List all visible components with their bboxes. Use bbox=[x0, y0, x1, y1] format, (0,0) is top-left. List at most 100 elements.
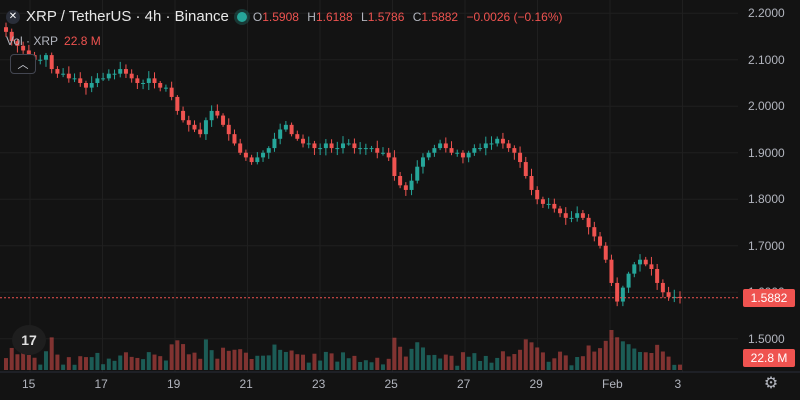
price-axis-tick: 1.9000 bbox=[748, 145, 785, 160]
volume-bar bbox=[518, 349, 523, 370]
volume-bar bbox=[255, 355, 260, 370]
volume-bar bbox=[455, 365, 460, 370]
volume-bar bbox=[678, 364, 682, 370]
volume-bar bbox=[9, 347, 14, 370]
time-axis-tick: 17 bbox=[94, 377, 108, 391]
tradingview-logo[interactable]: 17 bbox=[12, 325, 46, 355]
candle-body bbox=[232, 134, 237, 144]
candle-body bbox=[643, 259, 648, 265]
volume-bar bbox=[609, 330, 614, 370]
candle-body bbox=[295, 134, 300, 139]
volume-bar bbox=[26, 355, 31, 370]
candle-body bbox=[186, 120, 191, 125]
volume-bar bbox=[289, 350, 294, 370]
candle-body bbox=[380, 152, 385, 154]
volume-bar bbox=[146, 352, 151, 370]
volume-bar bbox=[666, 356, 671, 370]
open-label: O bbox=[252, 9, 263, 24]
volume-bar bbox=[226, 350, 231, 370]
volume-bar bbox=[506, 356, 511, 370]
volume-bar bbox=[83, 357, 88, 370]
candle-body bbox=[472, 148, 477, 153]
volume-bar bbox=[586, 345, 591, 370]
volume-bar bbox=[43, 351, 48, 370]
candle-body bbox=[209, 110, 214, 121]
candle-body bbox=[95, 78, 100, 83]
candle-body bbox=[660, 282, 665, 293]
time-axis-tick: 21 bbox=[239, 377, 253, 391]
volume-bar bbox=[49, 337, 54, 370]
change-value: −0.0026 (−0.16%) bbox=[466, 9, 563, 24]
candle-body bbox=[203, 120, 208, 135]
candle-body bbox=[415, 166, 420, 181]
candle-body bbox=[478, 148, 483, 150]
volume-bar bbox=[449, 355, 454, 370]
candle-body bbox=[306, 143, 311, 145]
volume-bar bbox=[398, 346, 403, 370]
candle-body bbox=[221, 115, 226, 125]
candle-body bbox=[198, 129, 203, 135]
candle-body bbox=[363, 148, 368, 150]
candle-body bbox=[163, 87, 168, 89]
volume-bar bbox=[123, 352, 128, 370]
volume-bar bbox=[655, 344, 660, 370]
volume-bar bbox=[329, 353, 334, 370]
volume-bar bbox=[592, 351, 597, 370]
candle-body bbox=[552, 203, 557, 209]
volume-bar bbox=[346, 358, 351, 370]
candle-body bbox=[238, 143, 243, 153]
candle-body bbox=[369, 148, 374, 150]
volume-bar bbox=[4, 358, 8, 370]
open-value: 1.5908 bbox=[262, 9, 299, 24]
candle-body bbox=[283, 124, 288, 130]
time-axis-tick: 23 bbox=[312, 377, 326, 391]
candle-body bbox=[83, 83, 88, 88]
volume-bar bbox=[278, 349, 283, 370]
volume-bar bbox=[432, 354, 437, 370]
volume-bar bbox=[615, 337, 620, 370]
candle-body bbox=[620, 287, 625, 302]
candle-body bbox=[455, 152, 460, 154]
candle-body bbox=[386, 152, 391, 158]
candle-body bbox=[43, 55, 48, 60]
collapse-legend-button[interactable]: ︿ bbox=[10, 54, 36, 74]
candle-body bbox=[226, 124, 231, 135]
candle-body bbox=[15, 41, 20, 46]
volume-bar bbox=[266, 355, 271, 370]
candle-body bbox=[443, 143, 448, 149]
candle-body bbox=[335, 148, 340, 150]
price-axis-tick: 2.1000 bbox=[748, 52, 785, 67]
candle-body bbox=[341, 143, 345, 149]
gear-icon[interactable]: ⚙ bbox=[763, 375, 779, 392]
candle-body bbox=[118, 69, 123, 74]
time-axis-tick: 19 bbox=[167, 377, 181, 391]
candle-body bbox=[169, 87, 174, 97]
candle-body bbox=[375, 148, 380, 153]
volume-bar bbox=[232, 349, 237, 370]
volume-bar bbox=[415, 342, 420, 370]
volume-bar bbox=[21, 352, 26, 370]
candle-body bbox=[112, 73, 117, 75]
price-axis-tick: 1.7000 bbox=[748, 238, 785, 253]
volume-bar bbox=[15, 354, 20, 370]
symbol-title[interactable]: XRP / TetherUS · 4h · Binance bbox=[26, 8, 229, 25]
volume-label: Vol · XRP bbox=[6, 34, 59, 48]
volume-bar bbox=[409, 348, 414, 370]
candle-body bbox=[146, 78, 151, 83]
volume-bar bbox=[101, 364, 106, 370]
candle-body bbox=[558, 208, 563, 214]
price-axis-tick: 2.2000 bbox=[748, 6, 785, 21]
time-axis-tick: 29 bbox=[529, 377, 543, 391]
volume-bar bbox=[575, 357, 580, 370]
volume-bar bbox=[660, 351, 665, 370]
candle-body bbox=[586, 217, 591, 228]
candle-body bbox=[249, 157, 254, 163]
candle-body bbox=[272, 138, 277, 149]
candle-body bbox=[4, 27, 8, 32]
price-axis-tick: 1.5000 bbox=[748, 331, 785, 346]
candle-body bbox=[609, 259, 614, 283]
high-value: 1.6188 bbox=[315, 9, 353, 24]
volume-bar bbox=[181, 344, 186, 370]
candle-body bbox=[512, 148, 517, 153]
